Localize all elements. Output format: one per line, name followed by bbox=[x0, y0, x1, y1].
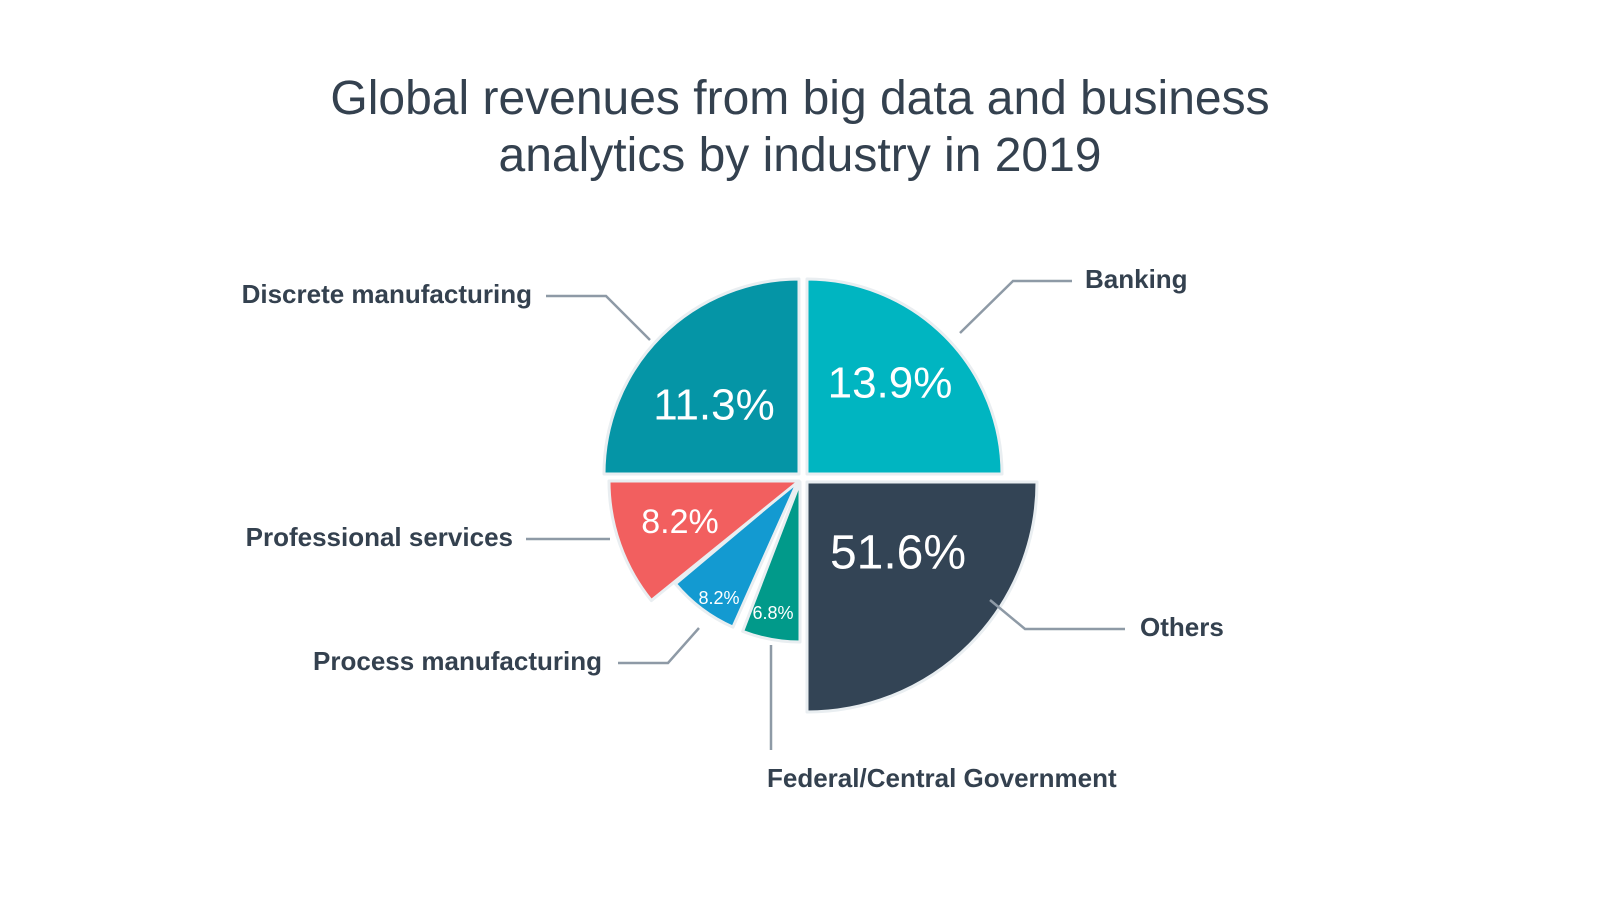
leader-line-banking bbox=[959, 279, 1072, 334]
category-label-others: Others bbox=[1140, 612, 1224, 642]
leader-line-process-manufacturing bbox=[618, 627, 700, 665]
pie-slice-discrete-manufacturing bbox=[602, 277, 801, 476]
pie-slice-federal-central-government bbox=[741, 480, 802, 644]
value-label-discrete-manufacturing: 11.3% bbox=[653, 381, 775, 430]
pie-slice-banking bbox=[805, 277, 1004, 476]
pie-slice-professional-services bbox=[607, 479, 801, 603]
chart-title-line-2: analytics by industry in 2019 bbox=[499, 129, 1102, 182]
value-label-federal-central-government: 6.8% bbox=[752, 603, 793, 623]
value-label-professional-services: 8.2% bbox=[641, 503, 719, 541]
value-label-others: 51.6% bbox=[830, 527, 966, 580]
pie-slice-others bbox=[805, 480, 1039, 714]
value-label-banking: 13.9% bbox=[828, 359, 953, 408]
category-label-process-manufacturing: Process manufacturing bbox=[313, 646, 602, 676]
pie-slice-process-manufacturing bbox=[673, 479, 800, 629]
value-label-process-manufacturing: 8.2% bbox=[698, 588, 739, 608]
leader-line-discrete-manufacturing bbox=[546, 294, 651, 341]
category-label-federal-central-government: Federal/Central Government bbox=[767, 763, 1117, 793]
category-label-banking: Banking bbox=[1085, 264, 1188, 294]
leader-line-others bbox=[989, 599, 1125, 631]
chart-title-line-1: Global revenues from big data and busine… bbox=[330, 72, 1269, 125]
category-label-discrete-manufacturing: Discrete manufacturing bbox=[242, 279, 532, 309]
category-label-professional-services: Professional services bbox=[246, 522, 513, 552]
